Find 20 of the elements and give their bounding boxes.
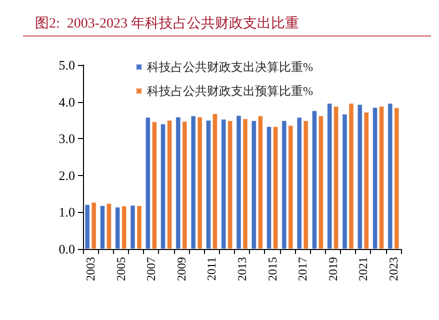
x-tick-label: 2003: [84, 257, 98, 281]
x-tick-label: 2019: [326, 257, 340, 281]
x-tick-label: 2013: [235, 257, 249, 281]
chart-title: 图2: 2003-2023 年科技占公共财政支出比重: [35, 16, 300, 32]
x-tick-label: 2009: [174, 257, 188, 281]
x-tick-label: 2011: [204, 257, 219, 281]
legend-label: 科技占公共财政支出决算比重%: [147, 60, 313, 74]
y-tick-label: 4.0: [58, 94, 75, 110]
y-tick-label: 5.0: [58, 58, 75, 72]
x-tick-label: 2007: [144, 257, 158, 281]
x-tick-label: 2017: [296, 257, 310, 281]
x-tick-label: 2015: [265, 257, 280, 281]
legend-label: 科技占公共财政支出预算比重%: [147, 84, 313, 98]
y-tick-label: 3.0: [58, 131, 75, 146]
x-tick-label: 2005: [114, 257, 128, 281]
y-tick-label: 0.0: [58, 242, 75, 256]
y-tick-label: 1.0: [58, 204, 75, 220]
x-tick-label: 2021: [356, 257, 370, 281]
y-tick-label: 2.0: [58, 168, 75, 183]
x-tick-label: 2023: [386, 257, 400, 281]
